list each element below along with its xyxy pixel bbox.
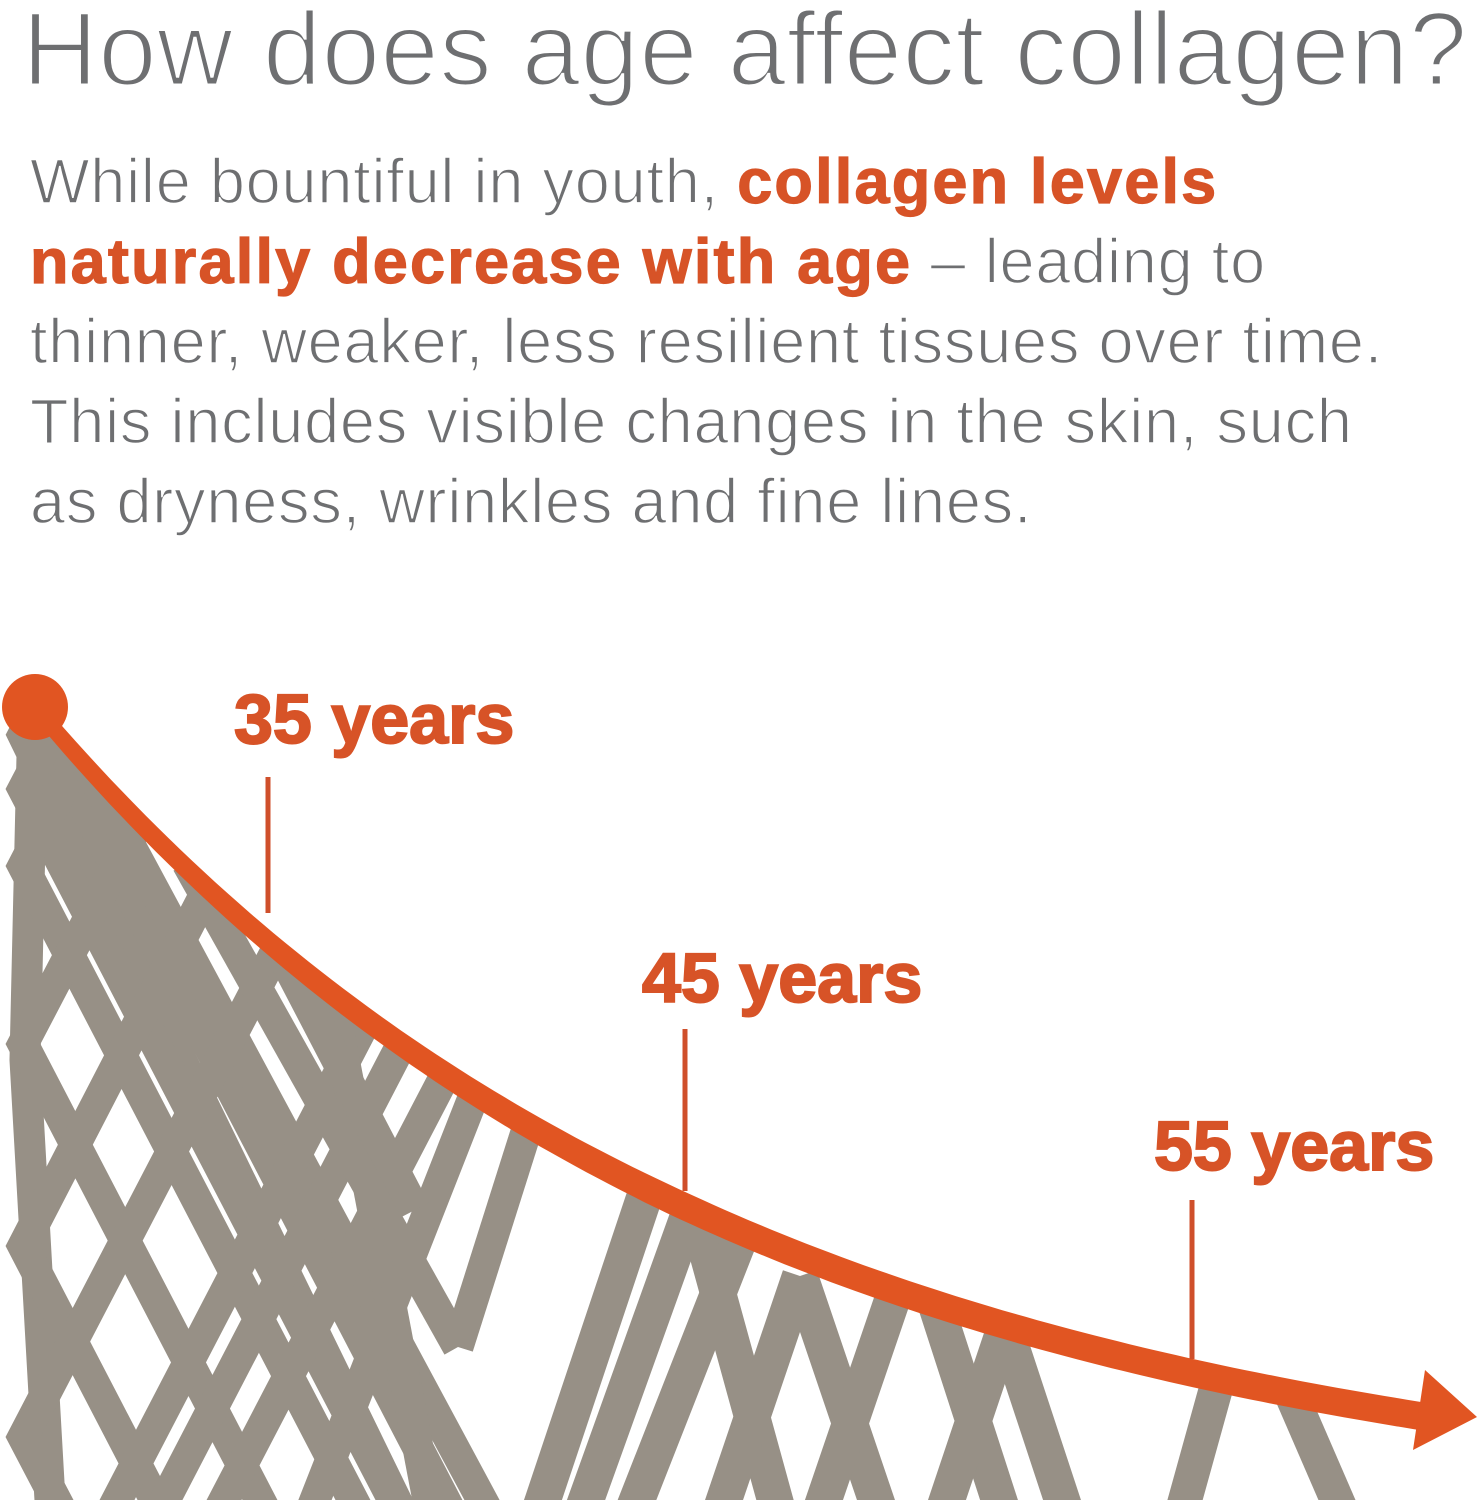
svg-text:35 years: 35 years [234,680,514,758]
svg-text:45 years: 45 years [642,939,922,1017]
svg-text:55 years: 55 years [1154,1107,1434,1185]
